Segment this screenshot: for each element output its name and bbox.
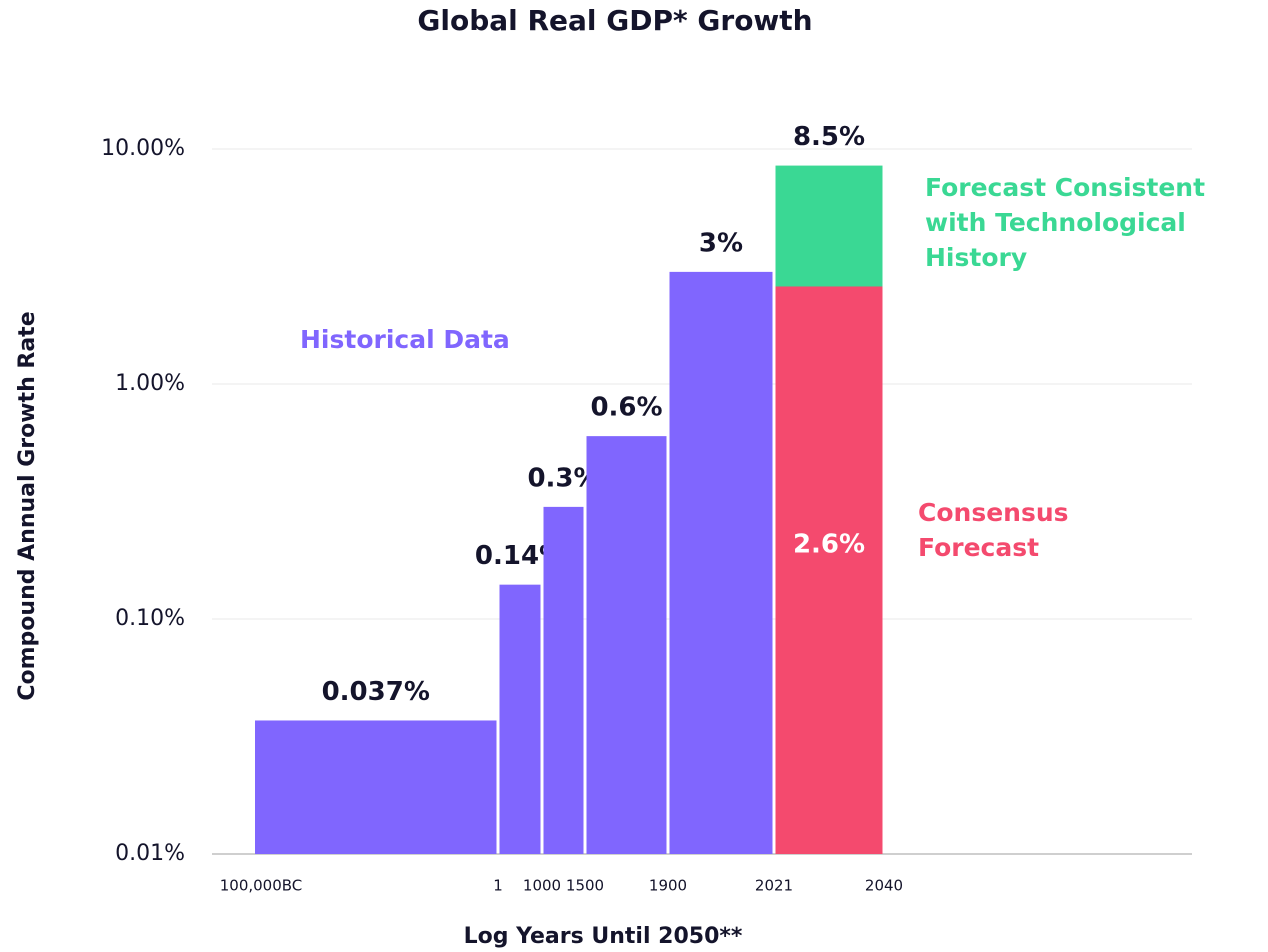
bar <box>543 506 584 854</box>
y-tick-label: 0.10% <box>115 606 185 631</box>
value-label: 8.5% <box>793 122 865 152</box>
x-axis-label: Log Years Until 2050** <box>464 924 743 949</box>
value-label: 2.6% <box>793 530 865 560</box>
x-tick-label: 1000 <box>523 877 561 895</box>
bar <box>669 271 773 855</box>
x-tick-label: 2021 <box>755 877 793 895</box>
y-axis-label: Compound Annual Growth Rate <box>15 311 40 700</box>
x-tick-label: 2040 <box>865 877 903 895</box>
series-annotation: Historical Data <box>300 325 510 354</box>
x-tick-label: 1900 <box>649 877 687 895</box>
y-tick-label: 10.00% <box>101 136 185 161</box>
bar <box>586 436 667 854</box>
bar <box>255 720 497 854</box>
x-tick-label: 1500 <box>566 877 604 895</box>
bar <box>499 584 541 854</box>
series-annotation: Forecast Consistent with Technological H… <box>925 173 1206 272</box>
value-label: 3% <box>699 228 743 258</box>
bar <box>775 286 883 854</box>
value-label: 0.6% <box>590 393 662 423</box>
x-tick-label: 1 <box>493 877 503 895</box>
series-annotation: Consensus Forecast <box>918 498 1069 562</box>
y-tick-label: 1.00% <box>115 371 185 396</box>
chart-title: Global Real GDP* Growth <box>417 4 812 37</box>
y-tick-label: 0.01% <box>115 841 185 866</box>
value-label: 0.037% <box>322 677 430 707</box>
x-tick-label: 100,000BC <box>220 877 303 895</box>
